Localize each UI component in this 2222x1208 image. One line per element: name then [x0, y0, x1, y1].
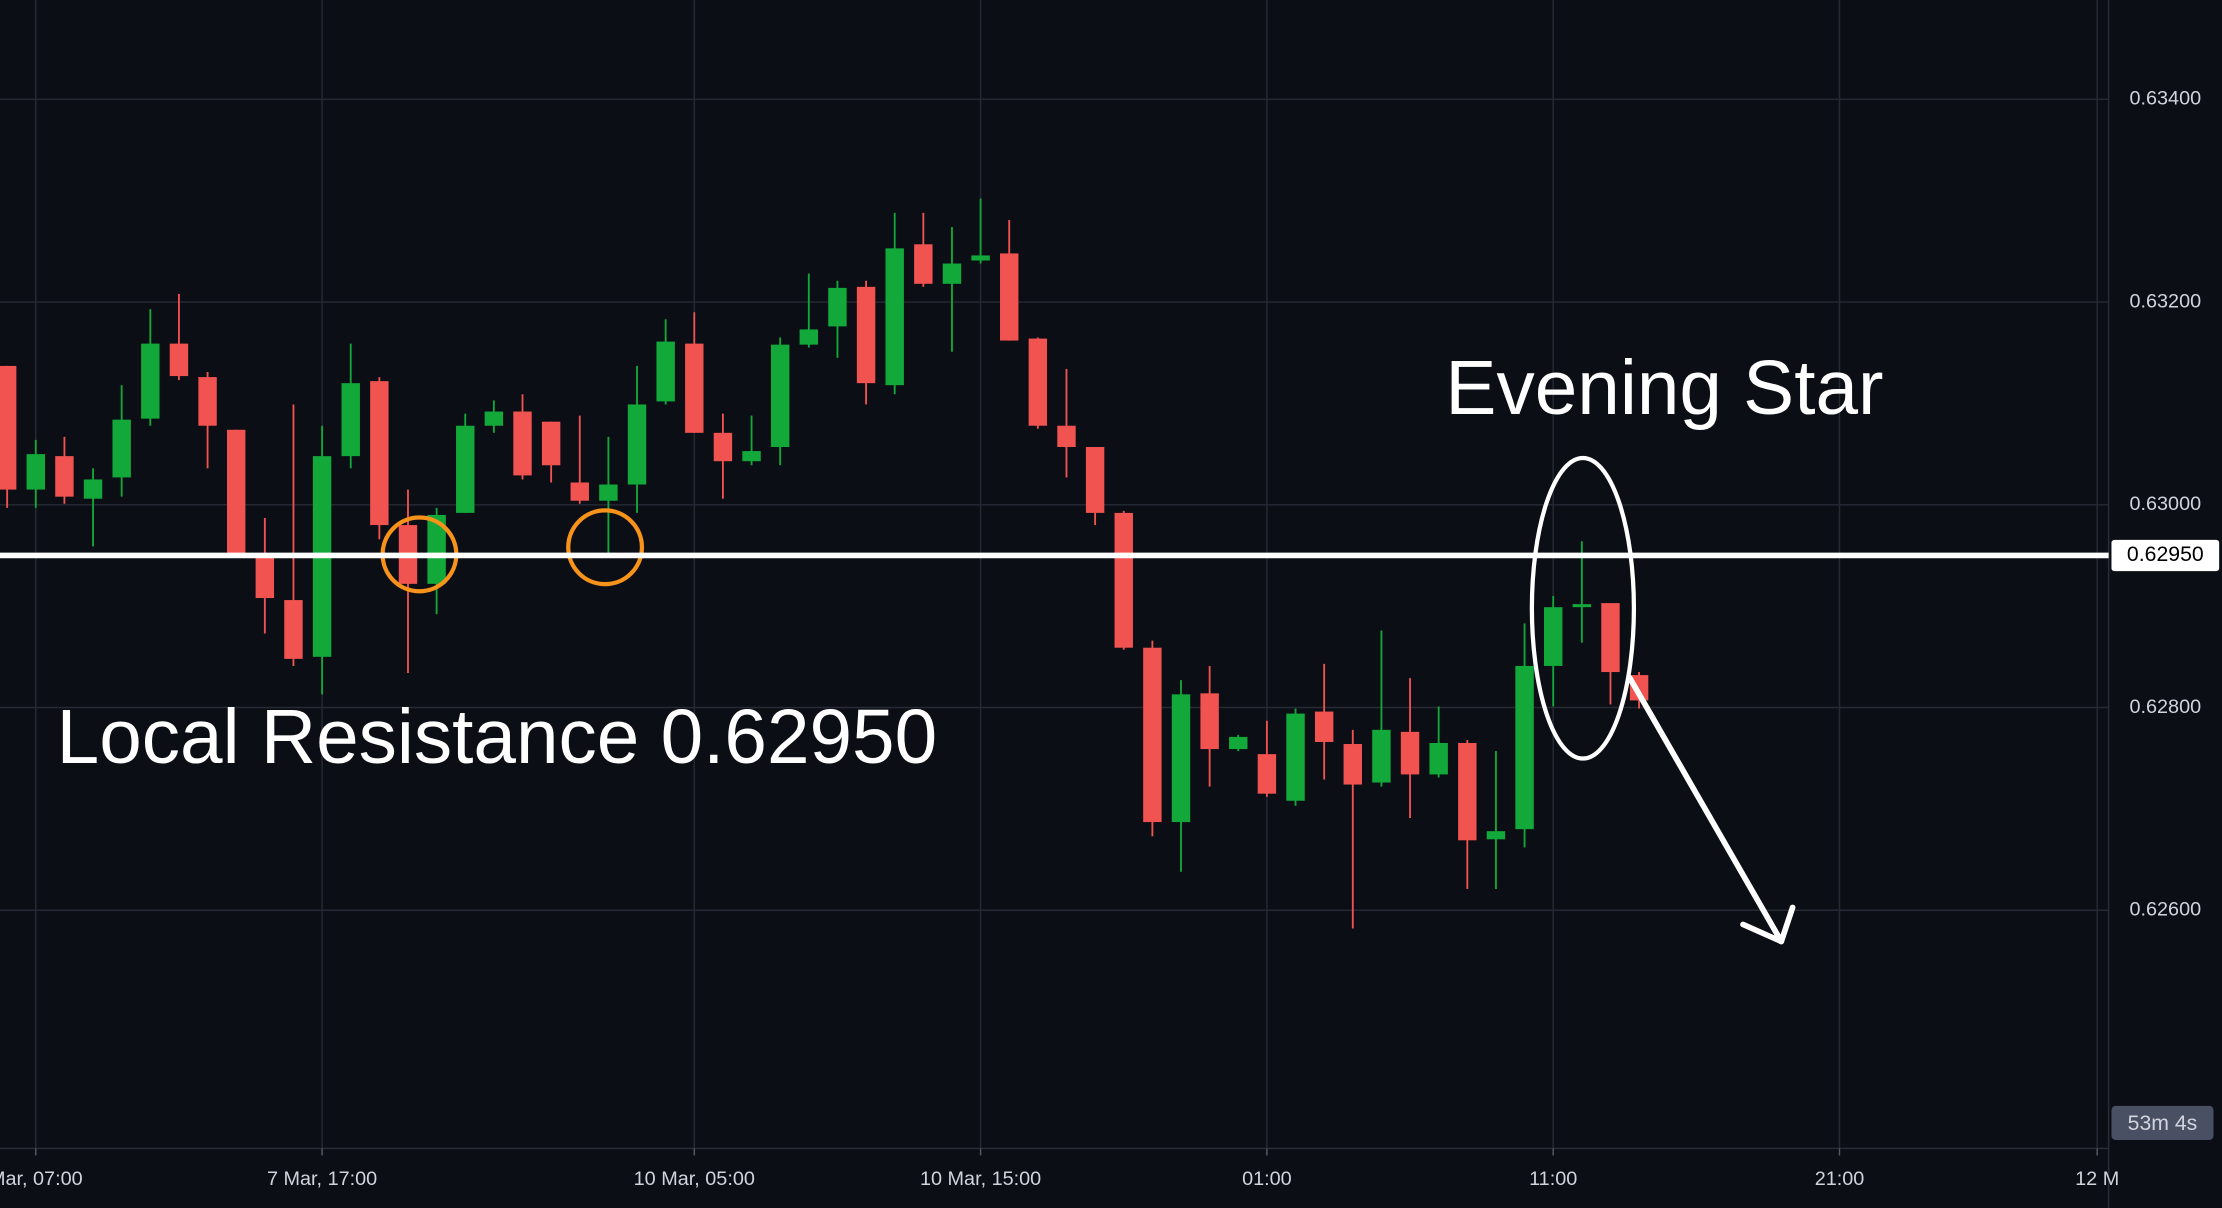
candle-body [914, 244, 933, 284]
candle-body [570, 482, 589, 501]
candle-body [1543, 607, 1563, 666]
candle-body [513, 411, 532, 476]
candle-body [1085, 447, 1105, 513]
candle-body [656, 341, 675, 402]
candle-body [828, 287, 847, 327]
y-tick-label: 0.62800 [2129, 696, 2201, 718]
pattern-ellipse [1529, 455, 1637, 761]
candle-body [713, 432, 733, 462]
candle-body [770, 344, 790, 448]
candle-body [1171, 694, 1191, 823]
candle-body [627, 404, 647, 485]
y-tick-label: 0.62600 [2129, 898, 2201, 920]
candle-body [1572, 604, 1592, 608]
x-tick-label: 01:00 [1242, 1168, 1292, 1190]
candle-body [141, 343, 160, 419]
candle-body [1286, 713, 1305, 801]
countdown: 53m 4s [2128, 1111, 2198, 1135]
candle-body [1229, 736, 1248, 750]
candle-body [1400, 731, 1420, 775]
touch-circle [566, 508, 645, 587]
x-tick-label: 10 Mar, 05:00 [634, 1168, 755, 1190]
x-tick-label: 12 M [2075, 1168, 2119, 1190]
candle-body [1343, 744, 1362, 785]
candle-body [1486, 831, 1506, 840]
candle-body [1028, 338, 1048, 426]
grid [0, 0, 2109, 1149]
candle-body [856, 286, 876, 384]
down-arrow [1626, 674, 1796, 945]
candle-body [1515, 665, 1534, 830]
y-tick-label: 0.63400 [2129, 88, 2201, 110]
candle-body [198, 377, 217, 426]
x-tick-label: 10 Mar, 15:00 [920, 1168, 1041, 1190]
candle-body [1372, 729, 1391, 783]
candle-body [1057, 425, 1076, 448]
candle-body [885, 248, 904, 386]
x-tick-label: 11:00 [1529, 1168, 1577, 1190]
annotation: Local Resistance 0.62950 [57, 695, 937, 780]
candle-body [1314, 711, 1334, 742]
candle-body [1601, 603, 1620, 673]
candle-body [0, 365, 17, 490]
candle-body [541, 421, 561, 466]
candle-body [1000, 253, 1019, 341]
candle-body [284, 600, 303, 659]
x-tick-label: 21:00 [1815, 1168, 1865, 1190]
candle-body [1257, 754, 1277, 794]
candle-body [599, 484, 618, 501]
candles [0, 198, 1649, 929]
candle-body [112, 419, 131, 478]
candle-body [1429, 742, 1448, 775]
candle-body [255, 555, 275, 599]
candle-body [685, 343, 704, 433]
y-tick-label: 0.63000 [2129, 493, 2201, 515]
candle-body [1200, 693, 1219, 750]
x-tick-label: Mar, 07:00 [0, 1168, 83, 1190]
candle-body [742, 451, 761, 462]
candle-body [55, 456, 74, 497]
candle-body [427, 514, 446, 584]
candle-body [942, 263, 962, 284]
annotation: Evening Star [1445, 346, 1883, 431]
candle-body [1458, 742, 1477, 841]
candle-body [226, 429, 246, 554]
candle-body [799, 329, 819, 345]
candle-body [1143, 647, 1162, 823]
countdown-box [2111, 1105, 2214, 1140]
candle-body [370, 381, 389, 526]
x-tick-label: 7 Mar, 17:00 [267, 1168, 377, 1190]
candle-body [169, 343, 189, 377]
y-tick-label: 0.63200 [2129, 290, 2201, 312]
resistance-label: 0.62950 [2127, 542, 2204, 566]
candle-body [1114, 512, 1133, 648]
candle-body [456, 425, 475, 513]
resistance-label-box [2111, 539, 2220, 572]
candle-body [83, 479, 103, 499]
candle-body [484, 411, 504, 426]
candle-body [26, 454, 45, 490]
candle-body [971, 255, 990, 261]
candle-body [341, 383, 360, 457]
